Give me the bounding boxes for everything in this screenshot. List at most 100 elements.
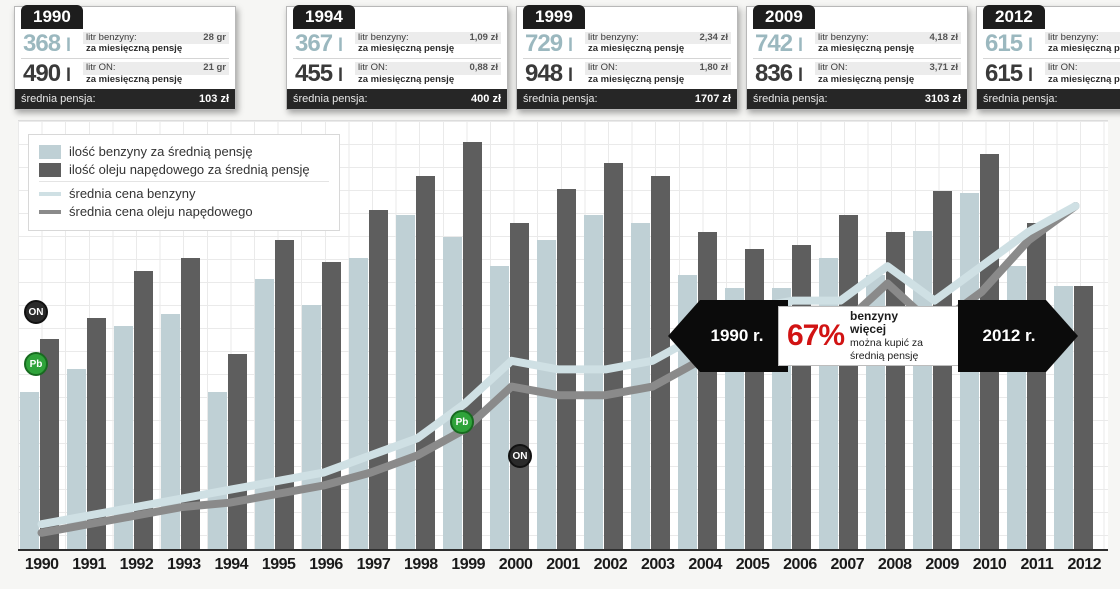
- x-axis-year-label: 1998: [397, 556, 444, 582]
- banner-text-line2: więcej: [850, 322, 886, 336]
- card-row: 742 llitr benzyny:4,18 złza miesięczną p…: [753, 29, 961, 59]
- card-liters-value: 836 l: [753, 59, 815, 89]
- pb-marker-icon: Pb: [450, 410, 474, 434]
- card-row: 729 llitr benzyny:2,34 złza miesięczną p…: [523, 29, 731, 59]
- x-axis-year-label: 1992: [113, 556, 160, 582]
- banner-text: benzyny więcej można kupić za średnią pe…: [850, 310, 959, 361]
- card-price-line: litr ON:21 gr: [83, 62, 229, 74]
- card-liters-value: 742 l: [753, 29, 815, 58]
- x-axis-year-label: 2010: [966, 556, 1013, 582]
- card-price-line: litr ON:3,71 zł: [815, 62, 961, 74]
- card-right-col: litr ON:3,71 złza miesięczną pensję: [815, 59, 961, 89]
- card-liters-value: 615 l: [983, 59, 1045, 89]
- card-price-line: litr ON:1,80 zł: [585, 62, 731, 74]
- callout-card-2012: 2012615 llitr benzyny:5,2za miesięczną p…: [976, 6, 1120, 110]
- card-right-col: litr benzyny:2,34 złza miesięczną pensję: [585, 29, 731, 58]
- card-row: 615 llitr ON:5,2za miesięczną pe: [983, 59, 1120, 89]
- card-year-tab: 1999: [523, 5, 585, 29]
- banner-left-text: 1990 r.: [711, 326, 764, 346]
- x-axis-year-label: 2011: [1013, 556, 1060, 582]
- card-sub-line: za miesięczną pensję: [355, 44, 501, 55]
- card-sub-line: za miesięczną pe: [1045, 75, 1120, 86]
- card-sub-line: za miesięczną pensję: [815, 44, 961, 55]
- card-right-col: litr benzyny:28 grza miesięczną pensję: [83, 29, 229, 58]
- x-axis-year-label: 2006: [776, 556, 823, 582]
- x-axis-year-label: 2001: [539, 556, 586, 582]
- card-sub-line: za miesięczną pensję: [355, 75, 501, 86]
- callout-cards: 1990368 llitr benzyny:28 grza miesięczną…: [0, 0, 1120, 130]
- card-price-line: litr ON:5,2: [1045, 62, 1120, 74]
- x-axis-year-label: 2009: [918, 556, 965, 582]
- x-axis-year-label: 2012: [1061, 556, 1108, 582]
- card-price-line: litr ON:0,88 zł: [355, 62, 501, 74]
- banner-text-line3: można kupić za średnią pensję: [850, 337, 923, 362]
- x-axis-year-label: 1994: [208, 556, 255, 582]
- card-right-col: litr ON:1,80 złza miesięczną pensję: [585, 59, 731, 89]
- card-right-col: litr ON:5,2za miesięczną pe: [1045, 59, 1120, 89]
- card-sub-line: za miesięczną pensję: [83, 44, 229, 55]
- card-row: 836 llitr ON:3,71 złza miesięczną pensję: [753, 59, 961, 89]
- card-row: 615 llitr benzyny:5,2za miesięczną pe: [983, 29, 1120, 59]
- banner-right-text: 2012 r.: [983, 326, 1036, 346]
- x-axis-year-label: 2005: [729, 556, 776, 582]
- card-sub-line: za miesięczną pensję: [585, 44, 731, 55]
- callout-card-2009: 2009742 llitr benzyny:4,18 złza miesięcz…: [746, 6, 968, 110]
- x-axis-year-label: 2004: [681, 556, 728, 582]
- card-right-col: litr benzyny:5,2za miesięczną pe: [1045, 29, 1120, 58]
- x-axis-year-label: 1995: [255, 556, 302, 582]
- x-axis-year-label: 1999: [445, 556, 492, 582]
- callout-card-1999: 1999729 llitr benzyny:2,34 złza miesięcz…: [516, 6, 738, 110]
- card-right-col: litr ON:21 grza miesięczną pensję: [83, 59, 229, 89]
- card-footer: średnia pensja:103 zł: [15, 89, 235, 109]
- x-axis-year-label: 2008: [871, 556, 918, 582]
- callout-card-1990: 1990368 llitr benzyny:28 grza miesięczną…: [14, 6, 236, 110]
- card-year-tab: 2012: [983, 5, 1045, 29]
- pb-marker-icon: Pb: [24, 352, 48, 376]
- card-liters-value: 948 l: [523, 59, 585, 89]
- card-row: 368 llitr benzyny:28 grza miesięczną pen…: [21, 29, 229, 59]
- card-footer: średnia pensja:352: [977, 89, 1120, 109]
- card-liters-value: 729 l: [523, 29, 585, 58]
- card-sub-line: za miesięczną pensję: [83, 75, 229, 86]
- on-marker-icon: ON: [24, 300, 48, 324]
- card-footer: średnia pensja:3103 zł: [747, 89, 967, 109]
- x-axis-year-label: 1991: [65, 556, 112, 582]
- card-liters-value: 455 l: [293, 59, 355, 89]
- banner-middle: 67% benzyny więcej można kupić za średni…: [778, 306, 968, 366]
- x-axis-year-label: 1997: [350, 556, 397, 582]
- card-liters-value: 368 l: [21, 29, 83, 58]
- comparison-banner: 1990 r. 67% benzyny więcej można kupić z…: [668, 300, 1078, 372]
- x-axis-year-label: 1990: [18, 556, 65, 582]
- x-axis-year-label: 1993: [160, 556, 207, 582]
- card-footer: średnia pensja:1707 zł: [517, 89, 737, 109]
- x-axis-year-label: 2003: [634, 556, 681, 582]
- banner-percent: 67%: [787, 319, 844, 353]
- card-row: 948 llitr ON:1,80 złza miesięczną pensję: [523, 59, 731, 89]
- card-year-tab: 1994: [293, 5, 355, 29]
- card-footer: średnia pensja:400 zł: [287, 89, 507, 109]
- card-sub-line: za miesięczną pensję: [815, 75, 961, 86]
- card-right-col: litr ON:0,88 złza miesięczną pensję: [355, 59, 501, 89]
- card-liters-value: 615 l: [983, 29, 1045, 58]
- card-right-col: litr benzyny:4,18 złza miesięczną pensję: [815, 29, 961, 58]
- card-year-tab: 2009: [753, 5, 815, 29]
- card-row: 490 llitr ON:21 grza miesięczną pensję: [21, 59, 229, 89]
- banner-arrow-left-icon: 1990 r.: [668, 300, 788, 372]
- card-row: 367 llitr benzyny:1,09 złza miesięczną p…: [293, 29, 501, 59]
- on-marker-icon: ON: [508, 444, 532, 468]
- x-axis-year-label: 2000: [492, 556, 539, 582]
- callout-card-1994: 1994367 llitr benzyny:1,09 złza miesięcz…: [286, 6, 508, 110]
- card-liters-value: 490 l: [21, 59, 83, 89]
- card-year-tab: 1990: [21, 5, 83, 29]
- x-axis-year-label: 1996: [302, 556, 349, 582]
- stage: ONPbPbON 1990199119921993199419951996199…: [0, 0, 1120, 589]
- card-row: 455 llitr ON:0,88 złza miesięczną pensję: [293, 59, 501, 89]
- card-liters-value: 367 l: [293, 29, 355, 58]
- x-axis-labels: 1990199119921993199419951996199719981999…: [18, 556, 1108, 582]
- card-sub-line: za miesięczną pe: [1045, 44, 1120, 55]
- x-axis-year-label: 2002: [587, 556, 634, 582]
- card-sub-line: za miesięczną pensję: [585, 75, 731, 86]
- x-axis-year-label: 2007: [824, 556, 871, 582]
- card-right-col: litr benzyny:1,09 złza miesięczną pensję: [355, 29, 501, 58]
- banner-arrow-right-icon: 2012 r.: [958, 300, 1078, 372]
